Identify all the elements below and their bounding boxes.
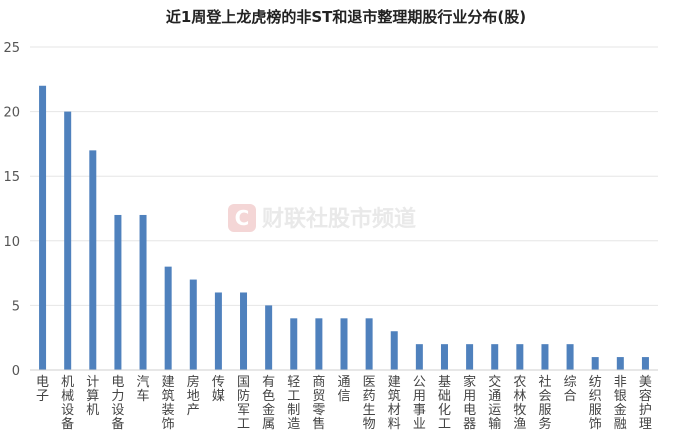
x-tick-label: 交通运输: [488, 374, 501, 432]
gridlines: [30, 46, 658, 306]
x-tick-label: 电力设备: [111, 375, 124, 432]
y-tick-label: 25: [3, 41, 20, 56]
watermark-logo-icon: [228, 204, 256, 232]
bar: [164, 266, 172, 370]
x-tick-label: 非银金融: [614, 375, 627, 432]
bar: [641, 357, 649, 370]
bar: [189, 279, 197, 370]
y-tick-label: 5: [12, 299, 20, 314]
x-tick-label: 美容护理: [639, 375, 652, 432]
x-tick-label: 计算机: [86, 375, 99, 418]
bar: [64, 111, 72, 370]
x-axis-labels: 电子机械设备计算机电力设备汽车建筑装饰房地产传媒国防军工有色金属轻工制造商贸零售…: [36, 374, 652, 432]
x-tick-label: 公用事业: [413, 375, 426, 432]
bar: [89, 150, 97, 370]
bars: [39, 85, 649, 370]
bar: [315, 318, 323, 370]
x-tick-label: 轻工制造: [287, 375, 300, 432]
x-tick-label: 纺织服饰: [589, 375, 602, 432]
bar: [566, 344, 574, 370]
x-tick-label: 商贸零售: [312, 375, 325, 432]
x-tick-label: 传媒: [212, 375, 225, 404]
bar: [541, 344, 549, 370]
bar: [139, 214, 147, 370]
bar: [114, 214, 122, 370]
y-tick-label: 0: [12, 364, 20, 379]
chart-title: 近1周登上龙虎榜的非ST和退市整理期股行业分布(股): [166, 8, 526, 26]
x-tick-label: 有色金属: [262, 375, 275, 432]
x-tick-label: 通信: [337, 375, 350, 404]
bar: [240, 292, 248, 370]
bar: [39, 85, 47, 370]
y-tick-label: 10: [3, 235, 20, 250]
y-tick-label: 20: [3, 106, 20, 121]
y-tick-label: 15: [3, 170, 20, 185]
x-tick-label: 社会服务: [538, 374, 551, 432]
x-tick-label: 建筑装饰: [162, 375, 175, 432]
watermark-text: 财联社股市频道: [262, 206, 416, 232]
watermark: C 财联社股市频道: [228, 204, 416, 232]
bar: [365, 318, 373, 370]
watermark-logo-letter: C: [235, 206, 250, 230]
bar: [214, 292, 222, 370]
x-tick-label: 医药生物: [363, 375, 376, 432]
x-tick-label: 机械设备: [61, 375, 74, 432]
bar: [415, 344, 423, 370]
x-tick-label: 国防军工: [237, 375, 250, 432]
x-tick-label: 综合: [564, 375, 577, 404]
x-tick-label: 电子: [36, 375, 49, 404]
bar: [265, 305, 273, 370]
bar: [440, 344, 448, 370]
x-tick-label: 建筑材料: [388, 375, 401, 432]
bar: [591, 357, 599, 370]
x-tick-label: 基础化工: [438, 375, 451, 432]
bar: [616, 357, 624, 370]
x-tick-label: 家用电器: [463, 374, 476, 432]
x-tick-label: 农林牧渔: [513, 375, 526, 432]
bar: [516, 344, 524, 370]
bar: [340, 318, 348, 370]
bar: [491, 344, 499, 370]
bar: [466, 344, 474, 370]
y-axis-ticks: 0 5 10 15 20 25: [3, 41, 20, 379]
x-tick-label: 房地产: [187, 374, 200, 418]
bar: [390, 331, 398, 370]
bar: [290, 318, 298, 370]
x-tick-label: 汽车: [137, 375, 150, 404]
